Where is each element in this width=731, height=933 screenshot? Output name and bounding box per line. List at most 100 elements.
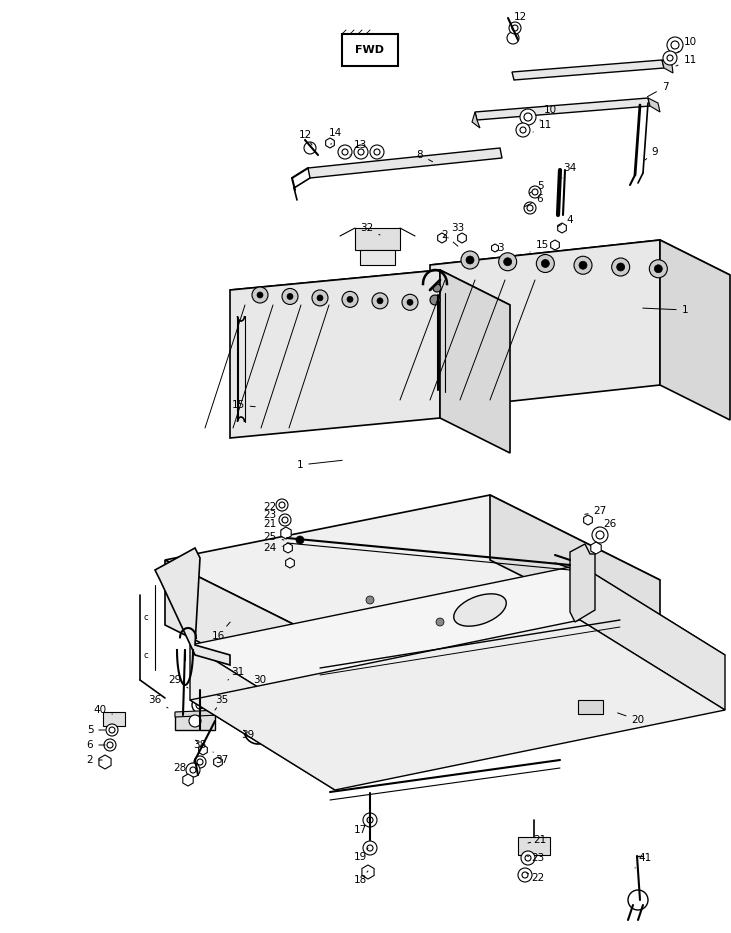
Text: 2: 2	[442, 230, 458, 246]
Text: 21: 21	[528, 835, 547, 845]
Circle shape	[196, 701, 204, 709]
Polygon shape	[286, 558, 295, 568]
Text: c: c	[143, 651, 148, 660]
Circle shape	[109, 727, 115, 733]
Circle shape	[525, 855, 531, 861]
Circle shape	[574, 257, 592, 274]
Text: 6: 6	[87, 740, 105, 750]
Text: 13: 13	[350, 140, 367, 155]
Circle shape	[367, 817, 373, 823]
Text: 3: 3	[496, 243, 504, 253]
Polygon shape	[570, 544, 595, 622]
Circle shape	[499, 253, 517, 271]
Circle shape	[190, 767, 196, 773]
Text: 11: 11	[676, 55, 697, 66]
Text: 40: 40	[94, 705, 113, 715]
Polygon shape	[326, 138, 334, 148]
Text: 33: 33	[448, 223, 465, 238]
Circle shape	[524, 202, 536, 214]
Polygon shape	[230, 270, 510, 325]
Polygon shape	[308, 148, 502, 178]
Circle shape	[433, 284, 441, 292]
Circle shape	[520, 127, 526, 133]
Polygon shape	[155, 548, 230, 665]
Text: 10: 10	[678, 37, 697, 52]
Text: 22: 22	[263, 502, 282, 512]
Circle shape	[226, 672, 238, 684]
Polygon shape	[199, 745, 208, 755]
Circle shape	[374, 149, 380, 155]
Circle shape	[186, 763, 200, 777]
Text: 26: 26	[598, 519, 617, 529]
Polygon shape	[475, 98, 650, 120]
Bar	[360, 250, 395, 265]
Circle shape	[282, 517, 288, 523]
Circle shape	[532, 189, 538, 195]
Circle shape	[354, 145, 368, 159]
Text: 28: 28	[173, 763, 192, 773]
Circle shape	[229, 675, 235, 681]
Bar	[342, 34, 398, 66]
Circle shape	[192, 697, 208, 713]
Text: 15: 15	[530, 240, 549, 252]
Circle shape	[366, 596, 374, 604]
Circle shape	[189, 715, 201, 727]
Circle shape	[529, 186, 541, 198]
Text: 5: 5	[529, 181, 543, 193]
Polygon shape	[281, 527, 291, 539]
Circle shape	[276, 499, 288, 511]
Text: 31: 31	[228, 667, 245, 680]
Polygon shape	[583, 515, 592, 525]
Text: 20: 20	[618, 713, 645, 725]
Circle shape	[516, 123, 530, 137]
Text: 14: 14	[328, 128, 341, 145]
Circle shape	[596, 531, 604, 539]
Text: 8: 8	[417, 150, 433, 161]
Text: 4: 4	[558, 215, 573, 227]
Text: 19: 19	[353, 848, 368, 862]
Circle shape	[461, 251, 479, 269]
Text: 21: 21	[263, 519, 282, 530]
Text: 36: 36	[148, 695, 168, 708]
Circle shape	[407, 299, 413, 305]
Text: 23: 23	[527, 853, 545, 863]
Polygon shape	[284, 543, 292, 553]
Text: FWD: FWD	[355, 45, 385, 55]
Text: 27: 27	[585, 506, 607, 516]
Text: 35: 35	[215, 695, 229, 710]
Bar	[518, 837, 550, 855]
Polygon shape	[430, 240, 660, 410]
Circle shape	[667, 37, 683, 53]
Circle shape	[312, 290, 328, 306]
Circle shape	[347, 297, 353, 302]
Circle shape	[372, 293, 388, 309]
Circle shape	[522, 872, 528, 878]
Circle shape	[612, 258, 629, 276]
Polygon shape	[165, 495, 660, 645]
Circle shape	[304, 142, 316, 154]
Circle shape	[287, 294, 293, 299]
Text: 29: 29	[168, 675, 188, 688]
Polygon shape	[190, 565, 725, 735]
Polygon shape	[662, 60, 673, 73]
Text: 11: 11	[533, 120, 552, 132]
Text: 17: 17	[353, 820, 368, 835]
Text: c: c	[143, 613, 148, 622]
Circle shape	[649, 259, 667, 278]
Text: 1: 1	[297, 460, 342, 470]
Polygon shape	[580, 565, 725, 710]
Polygon shape	[183, 774, 193, 786]
Text: 18: 18	[353, 871, 368, 885]
Polygon shape	[99, 755, 111, 769]
Bar	[103, 712, 125, 726]
Circle shape	[106, 724, 118, 736]
Circle shape	[537, 255, 554, 272]
Circle shape	[282, 288, 298, 304]
Circle shape	[238, 678, 252, 692]
Circle shape	[370, 145, 384, 159]
Text: 32: 32	[360, 223, 380, 235]
Circle shape	[527, 205, 533, 211]
Polygon shape	[472, 112, 480, 128]
Text: 23: 23	[263, 510, 282, 520]
Circle shape	[252, 287, 268, 303]
